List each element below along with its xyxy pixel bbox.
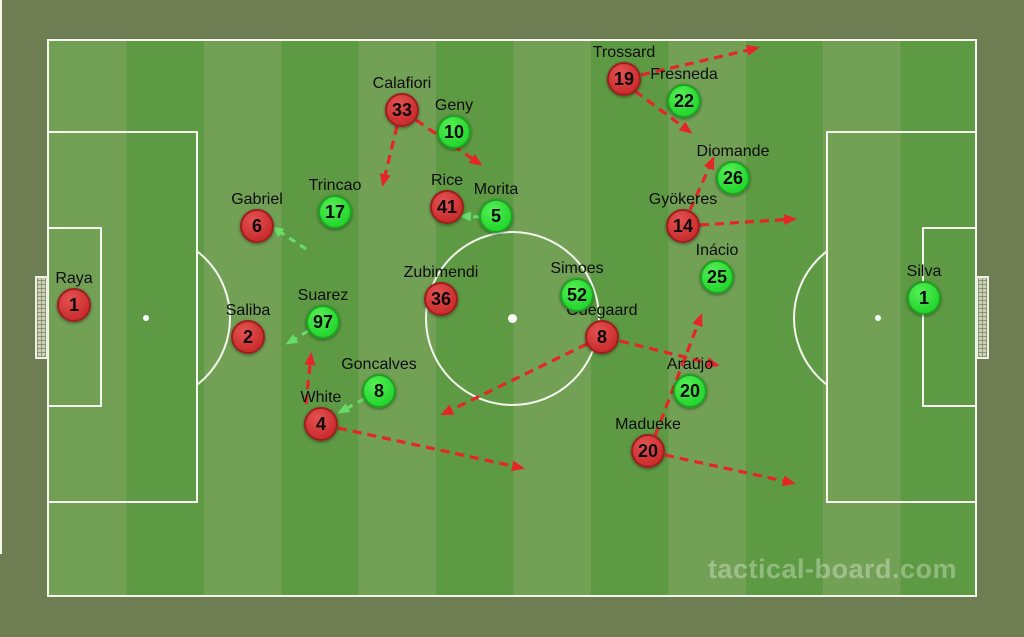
- goal-area-left: [47, 227, 102, 407]
- player-token-silva[interactable]: 1: [907, 281, 941, 315]
- player-label-silva: Silva: [906, 263, 942, 280]
- player-label-diomande: Diomande: [696, 143, 770, 160]
- player-label-geny: Geny: [434, 97, 474, 114]
- player-token-trincao[interactable]: 17: [318, 195, 352, 229]
- player-token-fresneda[interactable]: 22: [667, 84, 701, 118]
- player-token-trossard[interactable]: 19: [607, 62, 641, 96]
- player-token-geny[interactable]: 10: [437, 115, 471, 149]
- player-label-trincao: Trincao: [308, 177, 362, 194]
- player-label-calafiori: Calafiori: [372, 75, 432, 92]
- player-label-raya: Raya: [55, 270, 93, 287]
- player-token-gabriel[interactable]: 6: [240, 209, 274, 243]
- halfway-line: [0, 0, 2, 554]
- player-label-white: White: [300, 389, 342, 406]
- player-token-madueke[interactable]: 20: [631, 434, 665, 468]
- penalty-area-right: [826, 131, 977, 503]
- player-label-rice: Rice: [430, 172, 464, 189]
- goal-right: [976, 276, 989, 359]
- player-token-morita[interactable]: 5: [479, 199, 513, 233]
- player-label-goncalves: Goncalves: [341, 356, 417, 373]
- player-label-madueke: Madueke: [615, 416, 681, 433]
- goal-left: [35, 276, 48, 359]
- player-label-araujo: Araújo: [666, 356, 714, 373]
- player-label-saliba: Saliba: [225, 302, 271, 319]
- player-token-zubimendi[interactable]: 36: [424, 282, 458, 316]
- player-label-simoes: Simoes: [550, 260, 604, 277]
- player-label-gyokeres: Gyökeres: [648, 191, 718, 208]
- player-token-araujo[interactable]: 20: [673, 374, 707, 408]
- player-token-simoes[interactable]: 52: [560, 278, 594, 312]
- player-token-saliba[interactable]: 2: [231, 320, 265, 354]
- player-token-raya[interactable]: 1: [57, 288, 91, 322]
- player-label-morita: Morita: [473, 181, 519, 198]
- player-token-odegaard[interactable]: 8: [585, 320, 619, 354]
- penalty-spot-left: [143, 315, 149, 321]
- goal-area-right: [922, 227, 977, 407]
- player-label-trossard: Trossard: [592, 44, 656, 61]
- penalty-spot-right: [875, 315, 881, 321]
- player-label-zubimendi: Zubimendi: [403, 264, 479, 281]
- player-token-rice[interactable]: 41: [430, 190, 464, 224]
- player-token-white[interactable]: 4: [304, 407, 338, 441]
- player-label-inacio: Inácio: [695, 242, 739, 259]
- player-label-suarez: Suarez: [297, 287, 349, 304]
- player-token-calafiori[interactable]: 33: [385, 93, 419, 127]
- player-token-gyokeres[interactable]: 14: [666, 209, 700, 243]
- center-spot: [508, 314, 517, 323]
- player-label-gabriel: Gabriel: [231, 191, 283, 208]
- penalty-area-left: [47, 131, 198, 503]
- watermark: tactical-board.com: [707, 554, 957, 584]
- player-token-goncalves[interactable]: 8: [362, 374, 396, 408]
- player-token-inacio[interactable]: 25: [700, 260, 734, 294]
- player-token-suarez[interactable]: 97: [306, 305, 340, 339]
- player-label-fresneda: Fresneda: [650, 66, 718, 83]
- player-token-diomande[interactable]: 26: [716, 161, 750, 195]
